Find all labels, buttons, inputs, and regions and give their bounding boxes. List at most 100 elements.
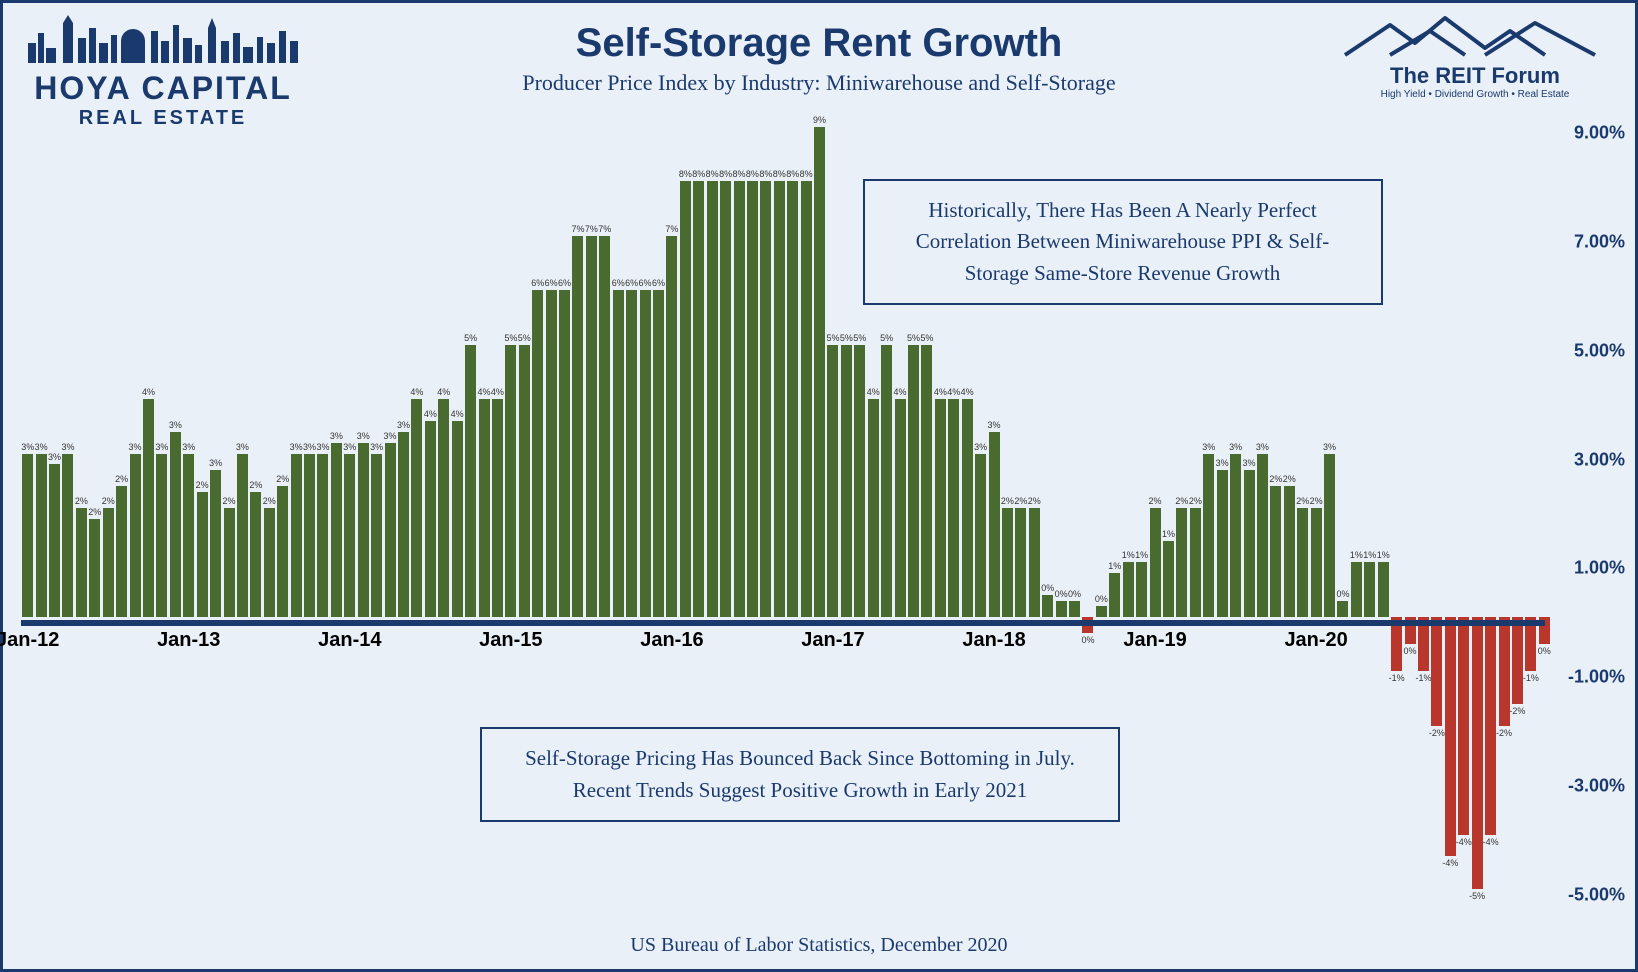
bar-value-label: 2% (75, 496, 88, 506)
bar-value-label: 1% (1350, 550, 1363, 560)
bar: 0% (1539, 127, 1550, 889)
bar-value-label: 4% (437, 387, 450, 397)
bar-value-label: 2% (276, 474, 289, 484)
bar-value-label: 1% (1135, 550, 1148, 560)
bar-value-label: 1% (1108, 561, 1121, 571)
bar-value-label: 6% (545, 278, 558, 288)
bar-value-label: 4% (142, 387, 155, 397)
bar: 3% (183, 127, 194, 889)
bar-value-label: 7% (571, 224, 584, 234)
bar-value-label: 2% (1283, 474, 1296, 484)
bar-value-label: 4% (934, 387, 947, 397)
bar-value-label: 6% (558, 278, 571, 288)
bar: -4% (1445, 127, 1456, 889)
bar-value-label: 1% (1122, 550, 1135, 560)
bar-value-label: -1% (1523, 673, 1539, 683)
bar-value-label: 3% (384, 431, 397, 441)
bar-value-label: 5% (907, 333, 920, 343)
bar-value-label: -5% (1469, 891, 1485, 901)
bar-value-label: -4% (1483, 837, 1499, 847)
bar-value-label: 2% (1014, 496, 1027, 506)
bar-value-label: 0% (1095, 594, 1108, 604)
bar: 4% (438, 127, 449, 889)
bar: -2% (1512, 127, 1523, 889)
bar: 3% (358, 127, 369, 889)
bar: 3% (156, 127, 167, 889)
bar-value-label: 1% (1162, 529, 1175, 539)
callout-bottom: Self-Storage Pricing Has Bounced Back Si… (480, 727, 1120, 822)
bar: -5% (1472, 127, 1483, 889)
bar-value-label: 5% (504, 333, 517, 343)
bar: 3% (237, 127, 248, 889)
bar-value-label: 6% (612, 278, 625, 288)
bar-value-label: 4% (451, 409, 464, 419)
bar-value-label: 3% (316, 442, 329, 452)
bar-value-label: 2% (196, 480, 209, 490)
bar: -1% (1525, 127, 1536, 889)
bar-value-label: 6% (625, 278, 638, 288)
bar-value-label: 2% (1296, 496, 1309, 506)
bar-value-label: -4% (1456, 837, 1472, 847)
bar-value-label: 8% (786, 169, 799, 179)
bar-value-label: -1% (1415, 673, 1431, 683)
bar-value-label: 3% (357, 431, 370, 441)
bar: 3% (22, 127, 33, 889)
bar: 3% (130, 127, 141, 889)
x-tick-label: Jan-18 (962, 629, 1025, 652)
bar-value-label: 2% (1001, 496, 1014, 506)
bar: 4% (452, 127, 463, 889)
bar-value-label: 2% (88, 507, 101, 517)
bar-value-label: 7% (665, 224, 678, 234)
bar-value-label: 3% (303, 442, 316, 452)
bar: 5% (465, 127, 476, 889)
bar-value-label: 6% (531, 278, 544, 288)
x-tick-label: Jan-15 (479, 629, 542, 652)
bar: 2% (116, 127, 127, 889)
bar: 2% (89, 127, 100, 889)
bar-value-label: 3% (155, 442, 168, 452)
bar-value-label: 8% (759, 169, 772, 179)
bar: -2% (1431, 127, 1442, 889)
bar: 4% (411, 127, 422, 889)
bar-value-label: 8% (679, 169, 692, 179)
bar-value-label: 3% (129, 442, 142, 452)
bar-value-label: 3% (169, 420, 182, 430)
bar: 2% (197, 127, 208, 889)
bar-value-label: 3% (974, 442, 987, 452)
bar-value-label: -2% (1509, 706, 1525, 716)
x-tick-label: Jan-16 (640, 629, 703, 652)
bar-value-label: 4% (947, 387, 960, 397)
bar-value-label: 0% (1068, 589, 1081, 599)
bar: 3% (344, 127, 355, 889)
y-tick-label: -5.00% (1568, 885, 1625, 906)
bar-value-label: 3% (182, 442, 195, 452)
bar-value-label: 3% (209, 458, 222, 468)
bar: 2% (76, 127, 87, 889)
bar-value-label: 6% (639, 278, 652, 288)
bar-value-label: 3% (1216, 458, 1229, 468)
bar: 3% (36, 127, 47, 889)
bar-value-label: 5% (464, 333, 477, 343)
bar-value-label: 4% (961, 387, 974, 397)
bar: -4% (1485, 127, 1496, 889)
bar-value-label: 3% (236, 442, 249, 452)
bar-value-label: -1% (1389, 673, 1405, 683)
bar-value-label: 2% (1310, 496, 1323, 506)
bar-value-label: 3% (988, 420, 1001, 430)
bar-value-label: 4% (478, 387, 491, 397)
bar-value-label: 2% (102, 496, 115, 506)
x-tick-label: Jan-20 (1284, 629, 1347, 652)
bar: 2% (103, 127, 114, 889)
bar-value-label: 2% (1269, 474, 1282, 484)
bar-value-label: 0% (1336, 589, 1349, 599)
bar-value-label: 3% (397, 420, 410, 430)
bar-value-label: 7% (598, 224, 611, 234)
bar-value-label: 2% (1175, 496, 1188, 506)
bar: -1% (1391, 127, 1402, 889)
bar: 3% (371, 127, 382, 889)
bar-value-label: 8% (719, 169, 732, 179)
bar-value-label: 2% (1149, 496, 1162, 506)
bar-value-label: 0% (1055, 589, 1068, 599)
bar: 2% (224, 127, 235, 889)
bar-value-label: 3% (370, 442, 383, 452)
